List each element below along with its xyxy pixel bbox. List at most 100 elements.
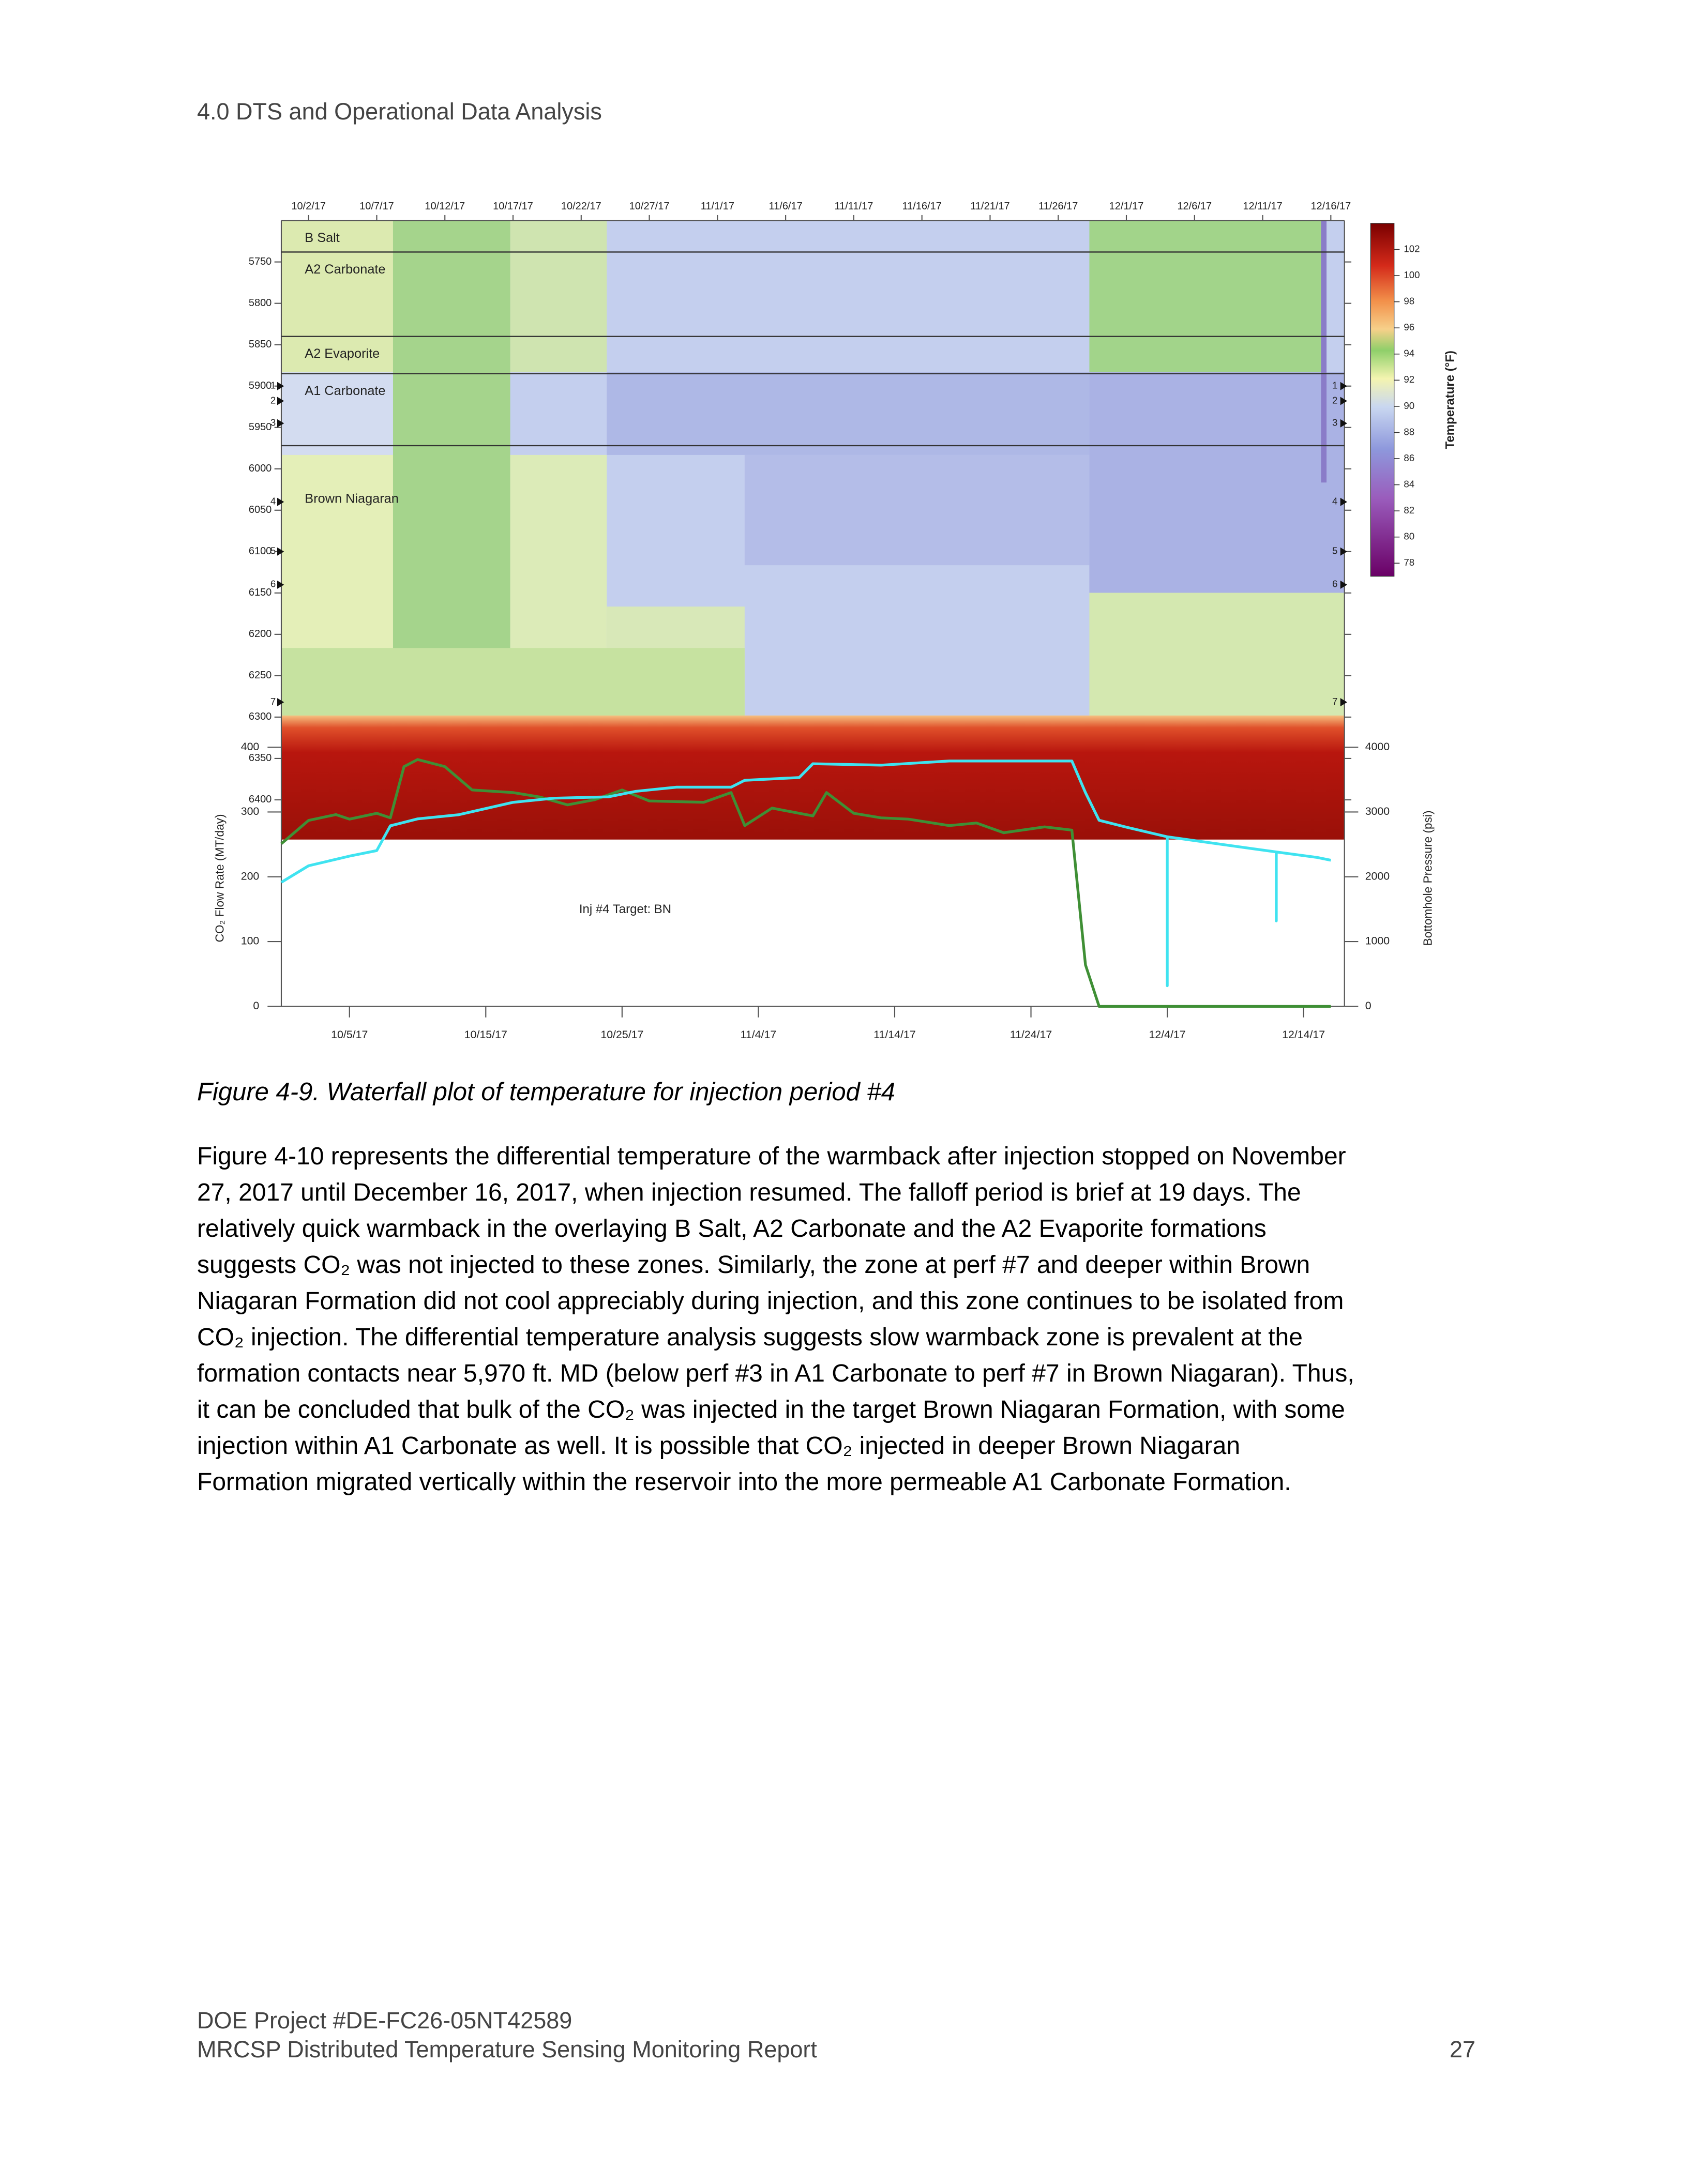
x-tick-label: 11/21/17: [970, 201, 1009, 212]
x-tick-label: 11/6/17: [769, 201, 803, 212]
footer-project: DOE Project #DE-FC26-05NT42589: [197, 2007, 572, 2034]
colorbar-tick-label: 78: [1404, 557, 1414, 568]
heat-region: [510, 220, 607, 372]
perf-marker: [277, 419, 284, 428]
zone-label: B Salt: [305, 231, 340, 245]
perf-marker: [277, 382, 284, 390]
perf-marker: [1340, 382, 1348, 390]
perf-label: 4: [1332, 496, 1337, 507]
paragraph-line: it can be concluded that bulk of the CO₂…: [197, 1396, 1345, 1423]
heatmap: [281, 220, 1345, 840]
perf-marker: [1340, 580, 1348, 589]
x-tick-label: 12/11/17: [1243, 201, 1282, 212]
perf-label: 1: [1332, 380, 1337, 391]
perf-marker: [1340, 547, 1348, 556]
x-tick-label: 10/7/17: [359, 201, 394, 212]
colorbar-tick-label: 86: [1404, 452, 1414, 463]
paragraph-line: injection within A1 Carbonate as well. I…: [197, 1432, 1241, 1460]
heat-region: [1321, 220, 1327, 483]
paragraph-line: CO₂ injection. The differential temperat…: [197, 1324, 1303, 1351]
x-tick-label: 11/14/17: [873, 1028, 915, 1041]
colorbar-tick-label: 90: [1404, 400, 1414, 411]
page-number: 27: [1449, 2036, 1475, 2062]
y2-tick-label: 4000: [1365, 740, 1390, 753]
x-tick-label: 12/16/17: [1310, 201, 1351, 212]
perf-marker: [1340, 397, 1348, 405]
perf-marker: [277, 698, 284, 707]
annotation: Inj #4 Target: BN: [579, 902, 671, 916]
heat-region: [281, 648, 745, 717]
heat-region: [744, 454, 1090, 566]
x-tick-label: 10/12/17: [425, 201, 465, 212]
y-tick-label: 5850: [249, 339, 272, 350]
colorbar: [1370, 223, 1395, 577]
perf-marker: [1340, 497, 1348, 506]
perf-marker: [277, 547, 284, 556]
x-tick-label: 10/25/17: [600, 1028, 643, 1041]
colorbar-tick-label: 80: [1404, 531, 1414, 542]
body-paragraph: Figure 4-10 represents the differential …: [197, 1139, 1354, 1500]
y-tick-label: 6150: [249, 587, 272, 598]
y-tick-label: 6050: [249, 504, 272, 515]
x-tick-label: 11/4/17: [741, 1028, 777, 1041]
zone-label: Brown Niagaran: [305, 492, 399, 506]
perf-marker: [277, 397, 284, 405]
heat-region: [281, 220, 393, 372]
heat-region: [281, 715, 1345, 840]
colorbar-tick-label: 84: [1404, 478, 1414, 489]
x-tick-label: 10/22/17: [561, 201, 601, 212]
perf-label: 3: [1332, 417, 1337, 428]
paragraph-line: Figure 4-10 represents the differential …: [197, 1143, 1346, 1170]
colorbar-tick-label: 102: [1404, 243, 1420, 254]
y2-axis-label: Bottomhole Pressure (psi): [1421, 810, 1434, 946]
colorbar-tick-label: 96: [1404, 322, 1414, 332]
heat-region: [393, 220, 510, 717]
perf-label: 7: [270, 696, 276, 707]
y-axis-label: CO₂ Flow Rate (MT/day): [213, 814, 227, 942]
x-tick-label: 10/27/17: [629, 201, 670, 212]
footer-report: MRCSP Distributed Temperature Sensing Mo…: [197, 2036, 817, 2062]
x-tick-label: 12/14/17: [1282, 1028, 1325, 1041]
x-tick-label: 10/2/17: [291, 201, 326, 212]
y-tick-label: 6300: [249, 711, 272, 722]
y-tick-label: 0: [253, 999, 259, 1012]
perf-marker: [277, 580, 284, 589]
y-tick-label: 5750: [249, 256, 272, 267]
colorbar-tick-label: 82: [1404, 505, 1414, 515]
zone-label: A2 Carbonate: [305, 262, 385, 277]
paragraph-line: relatively quick warmback in the overlay…: [197, 1215, 1267, 1242]
y-tick-label: 200: [241, 870, 260, 882]
paragraph-line: Niagaran Formation did not cool apprecia…: [197, 1287, 1344, 1315]
heat-region: [607, 372, 1090, 455]
x-tick-label: 10/15/17: [464, 1028, 507, 1041]
perf-label: 5: [270, 545, 276, 556]
x-tick-label: 10/5/17: [331, 1028, 368, 1041]
perf-label: 6: [270, 579, 276, 589]
perf-label: 4: [270, 496, 276, 507]
perf-marker: [1340, 419, 1348, 428]
perf-label: 2: [1332, 395, 1337, 405]
paragraph-line: formation contacts near 5,970 ft. MD (be…: [197, 1360, 1354, 1387]
perf-label: 7: [1332, 696, 1337, 707]
zone-label: A2 Evaporite: [305, 346, 380, 361]
zone-label: A1 Carbonate: [305, 384, 385, 398]
y-tick-label: 100: [241, 935, 260, 947]
heat-region: [281, 372, 393, 455]
y-tick-label: 6100: [249, 545, 272, 557]
paragraph-line: Formation migrated vertically within the…: [197, 1468, 1291, 1496]
y-tick-label: 6250: [249, 670, 272, 681]
y-tick-label: 5950: [249, 421, 272, 433]
x-tick-label: 11/1/17: [701, 201, 734, 212]
perf-marker: [1340, 698, 1348, 707]
x-tick-label: 11/26/17: [1038, 201, 1078, 212]
x-tick-label: 12/4/17: [1149, 1028, 1185, 1041]
colorbar-tick-label: 92: [1404, 374, 1414, 385]
x-tick-label: 11/16/17: [902, 201, 942, 212]
x-tick-label: 11/24/17: [1010, 1028, 1052, 1041]
paragraph-line: suggests CO₂ was not injected to these z…: [197, 1251, 1310, 1279]
y-tick-label: 6400: [249, 794, 272, 805]
colorbar-tick-label: 100: [1404, 269, 1420, 280]
perf-label: 3: [270, 417, 276, 428]
figure-caption: Figure 4-9. Waterfall plot of temperatur…: [197, 1078, 896, 1106]
